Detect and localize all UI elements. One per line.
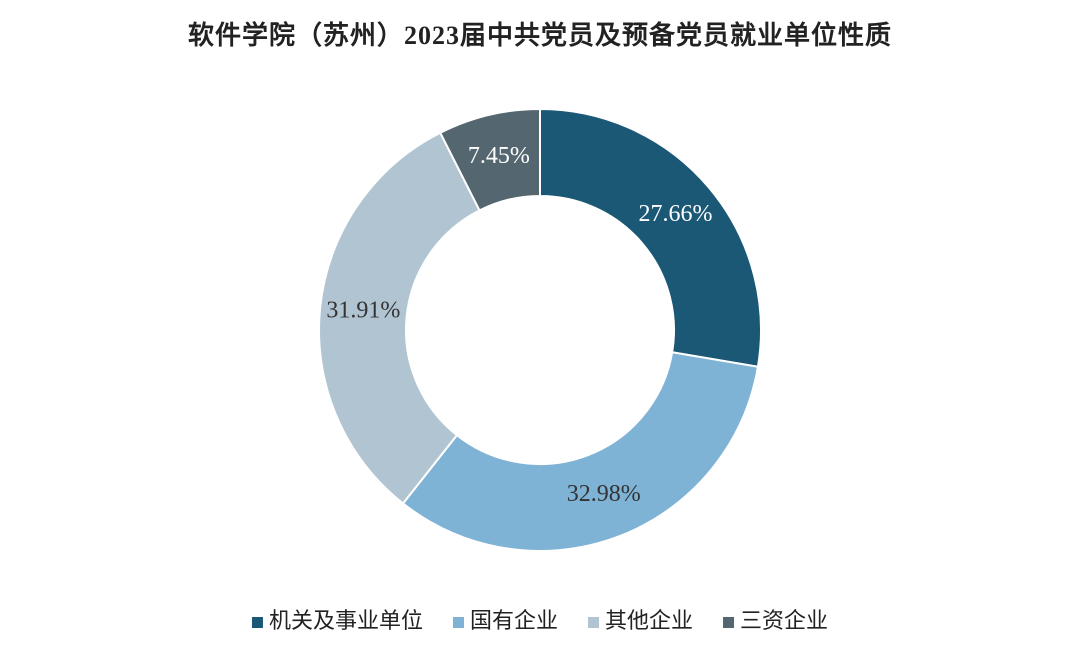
donut-slice (318, 131, 481, 505)
value-label: 27.66% (639, 201, 713, 227)
value-label: 31.91% (326, 298, 400, 324)
donut-slice (438, 107, 541, 212)
legend-label: 机关及事业单位 (269, 608, 423, 633)
legend-marker (251, 617, 263, 628)
donut-slice (401, 351, 760, 552)
legend-label: 三资企业 (740, 608, 828, 633)
legend-marker (452, 617, 464, 628)
donut-slice (539, 107, 762, 368)
value-label: 7.45% (468, 143, 530, 169)
value-label: 32.98% (567, 481, 641, 507)
chart-title: 软件学院（苏州）2023届中共党员及预备党员就业单位性质 (188, 20, 892, 50)
legend-label: 国有企业 (470, 608, 558, 633)
legend-marker (723, 617, 735, 628)
legend-label: 其他企业 (605, 608, 693, 633)
legend-marker (588, 617, 599, 628)
